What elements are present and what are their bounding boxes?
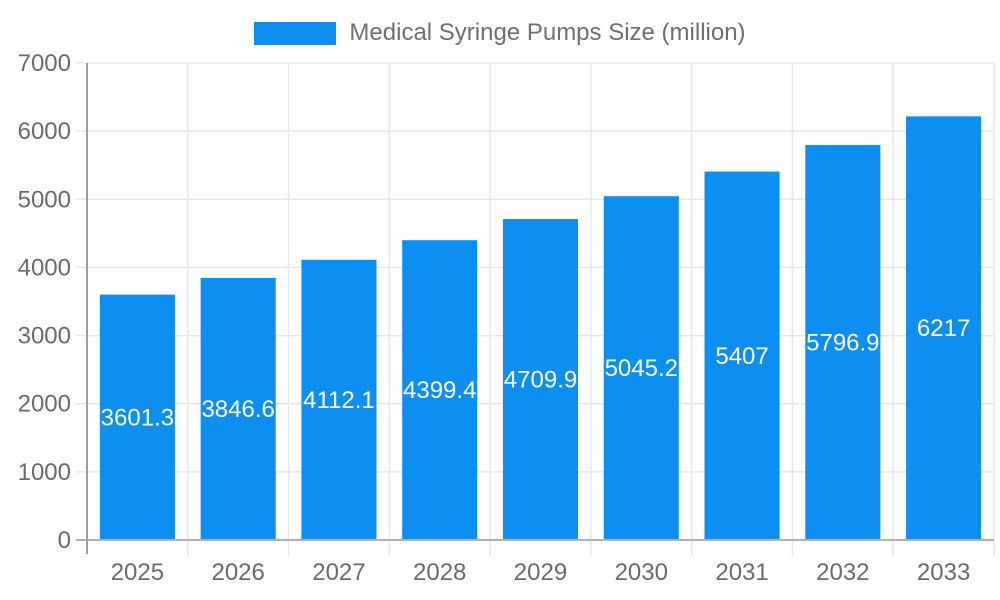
bar-2030[interactable]	[603, 196, 679, 540]
bar-value-label: 4399.4	[403, 377, 476, 404]
legend[interactable]: Medical Syringe Pumps Size (million)	[0, 18, 1000, 48]
bar-2033[interactable]	[906, 116, 982, 540]
y-tick-label: 7000	[18, 50, 71, 77]
x-tick-label: 2028	[413, 559, 466, 586]
bar-value-label: 5796.9	[806, 329, 879, 356]
y-tick-label: 4000	[18, 254, 71, 281]
bar-value-label: 5407	[715, 343, 768, 370]
bar-2031[interactable]	[704, 171, 780, 540]
bar-value-label: 5045.2	[605, 355, 678, 382]
bar-value-label: 3601.3	[101, 404, 174, 431]
x-tick-label: 2027	[312, 559, 365, 586]
bar-2026[interactable]	[200, 277, 276, 540]
bar-2028[interactable]	[402, 240, 478, 540]
bar-value-label: 6217	[917, 315, 970, 342]
bar-value-label: 4112.1	[303, 387, 375, 414]
y-tick-label: 2000	[18, 391, 71, 418]
y-tick-label: 5000	[18, 186, 71, 213]
x-tick-label: 2032	[816, 559, 869, 586]
bar-value-label: 4709.9	[504, 367, 577, 394]
bar-2025[interactable]	[99, 294, 175, 540]
y-tick-label: 6000	[18, 118, 71, 145]
x-tick-label: 2029	[514, 559, 567, 586]
x-tick-label: 2030	[615, 559, 668, 586]
bar-2027[interactable]	[301, 259, 377, 540]
bar-2032[interactable]	[805, 144, 881, 540]
legend-title: Medical Syringe Pumps Size (million)	[349, 19, 746, 46]
legend-swatch	[254, 21, 337, 45]
bar-value-label: 3846.6	[201, 396, 274, 423]
x-tick-label: 2033	[917, 559, 970, 586]
x-tick-label: 2026	[211, 559, 264, 586]
x-tick-label: 2025	[111, 559, 164, 586]
y-tick-label: 3000	[18, 323, 71, 350]
y-tick-label: 0	[58, 527, 71, 554]
y-tick-label: 1000	[18, 459, 71, 486]
bar-2029[interactable]	[502, 219, 579, 540]
x-tick-label: 2031	[715, 559, 768, 586]
